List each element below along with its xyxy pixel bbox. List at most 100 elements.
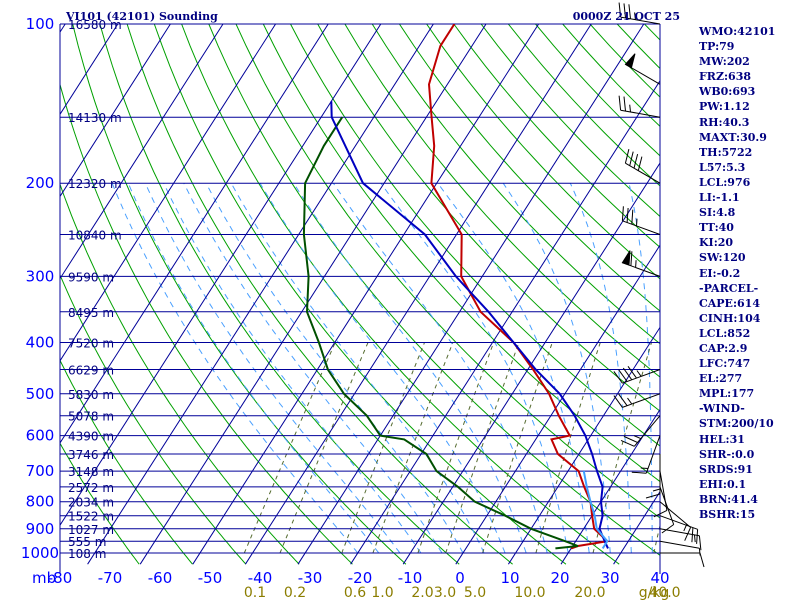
isotherm bbox=[60, 24, 277, 362]
index-value: SW:120 bbox=[699, 251, 746, 265]
isotherm bbox=[87, 24, 434, 565]
wind-barb-staff bbox=[620, 16, 661, 25]
mixing-ratio-unit-label: g/kg bbox=[639, 585, 670, 600]
wind-barb bbox=[620, 415, 661, 447]
wind-barb-staff bbox=[659, 501, 691, 528]
wind-barb bbox=[624, 148, 661, 184]
wind-barb-half-flag bbox=[640, 467, 649, 469]
height-label: 5830 m bbox=[68, 388, 114, 402]
temperature-tick-label: -70 bbox=[98, 569, 123, 587]
index-value: SRDS:91 bbox=[699, 462, 753, 476]
wind-barb bbox=[621, 250, 661, 277]
dry-adiabat bbox=[235, 24, 660, 519]
index-value: EL:277 bbox=[699, 372, 743, 386]
wind-barb-staff bbox=[659, 540, 700, 549]
pressure-tick-label: 800 bbox=[26, 493, 55, 511]
wind-barb-half-flag bbox=[636, 370, 642, 377]
temperature-tick-label: -50 bbox=[198, 569, 223, 587]
wind-barb bbox=[621, 206, 661, 235]
moist-adiabat bbox=[293, 182, 527, 554]
wind-barb bbox=[659, 528, 702, 551]
height-label: 7520 m bbox=[68, 337, 114, 351]
moist-adiabat bbox=[569, 182, 632, 553]
wind-barb-staff bbox=[625, 162, 661, 184]
dry-adiabat bbox=[290, 24, 660, 447]
wind-barb-flag bbox=[661, 524, 674, 534]
wind-barb-flag bbox=[618, 369, 628, 382]
index-value: BRN:41.4 bbox=[699, 492, 758, 506]
index-value: CINH:104 bbox=[699, 311, 761, 325]
index-value: STM:200/10 bbox=[699, 417, 774, 431]
isotherm bbox=[244, 24, 592, 565]
isotherm bbox=[192, 24, 540, 565]
pressure-tick-label: 100 bbox=[26, 15, 55, 33]
chart-title: VI101 (42101) Sounding bbox=[65, 10, 218, 23]
wind-barb-half-flag bbox=[635, 260, 637, 268]
isotherm bbox=[507, 326, 660, 565]
dry-adiabat bbox=[208, 24, 660, 556]
wind-barb-flag bbox=[631, 209, 634, 225]
temperature-tick-label: 20 bbox=[550, 569, 569, 587]
index-value: TP:79 bbox=[699, 40, 735, 54]
dry-adiabat bbox=[317, 24, 660, 412]
index-value: FRZ:638 bbox=[699, 70, 752, 84]
wind-barb bbox=[624, 53, 661, 85]
wind-barbs bbox=[613, 2, 705, 568]
wind-barb bbox=[613, 366, 661, 384]
height-label: 2572 m bbox=[68, 481, 114, 495]
moist-adiabat bbox=[183, 182, 443, 554]
wind-barb bbox=[618, 2, 661, 25]
isotherm bbox=[60, 24, 224, 280]
wind-barb-flag bbox=[618, 393, 628, 406]
dry-adiabat bbox=[60, 82, 353, 565]
isotherm bbox=[60, 24, 171, 198]
height-label: 4390 m bbox=[68, 430, 114, 444]
mixing-ratio-label: 0.6 bbox=[344, 585, 366, 600]
index-value: SI:4.8 bbox=[699, 206, 736, 220]
height-label: 5078 m bbox=[68, 410, 114, 424]
wind-barb-flag bbox=[613, 395, 623, 408]
wind-barb bbox=[660, 552, 705, 568]
dry-adiabat bbox=[72, 24, 407, 565]
index-value: CAP:2.9 bbox=[699, 341, 748, 355]
wind-barb-flag bbox=[626, 207, 629, 223]
pressure-tick-label: 1000 bbox=[21, 544, 59, 562]
index-value: LFC:747 bbox=[699, 357, 751, 371]
stability-indices-panel: WMO:42101 TP:79 MW:202 FRZ:638 WB0:693 PW:1.1… bbox=[699, 24, 799, 522]
isotherm bbox=[560, 408, 660, 565]
wind-barb-pennant bbox=[621, 250, 631, 266]
wind-barb-flag bbox=[653, 509, 668, 518]
index-value: EI:-0.2 bbox=[699, 266, 741, 280]
height-label: 1027 m bbox=[68, 523, 114, 537]
height-label: 108 m bbox=[68, 547, 106, 561]
index-value: CAPE:614 bbox=[699, 296, 760, 310]
pressure-tick-label: 500 bbox=[26, 385, 55, 403]
pressure-tick-label: 400 bbox=[26, 334, 55, 352]
height-label: 2034 m bbox=[68, 496, 114, 510]
wind-barb-half-flag bbox=[633, 435, 641, 440]
chart-time: 0000Z 21 OCT 25 bbox=[573, 10, 680, 23]
wind-barb-flag bbox=[621, 206, 624, 221]
dry-adiabat bbox=[60, 359, 193, 565]
dry-adiabat bbox=[99, 24, 460, 565]
virtual-temperature-line bbox=[582, 470, 609, 549]
wind-barb-flag bbox=[623, 3, 626, 18]
dry-adiabat bbox=[426, 24, 660, 280]
wind-barb-pennant bbox=[624, 53, 636, 69]
index-value: MAXT:30.9 bbox=[699, 130, 767, 144]
wind-barb-staff bbox=[659, 515, 698, 530]
mixing-ratio-label: 0.2 bbox=[284, 585, 306, 600]
index-value: KI:20 bbox=[699, 236, 734, 250]
wind-barb-flag bbox=[699, 552, 705, 568]
wind-barb-flag bbox=[618, 2, 622, 18]
wind-barb-staff bbox=[622, 220, 661, 235]
wind-barb-flag bbox=[628, 4, 631, 19]
index-value: TH:5722 bbox=[699, 145, 753, 159]
index-value: HEL:31 bbox=[699, 432, 745, 446]
mixing-ratio-label: 3.0 bbox=[434, 585, 456, 600]
wind-barb-staff bbox=[659, 528, 700, 537]
wind-barb-flag bbox=[629, 151, 634, 166]
height-label: 3148 m bbox=[68, 465, 114, 479]
dry-adiabat bbox=[60, 273, 247, 565]
